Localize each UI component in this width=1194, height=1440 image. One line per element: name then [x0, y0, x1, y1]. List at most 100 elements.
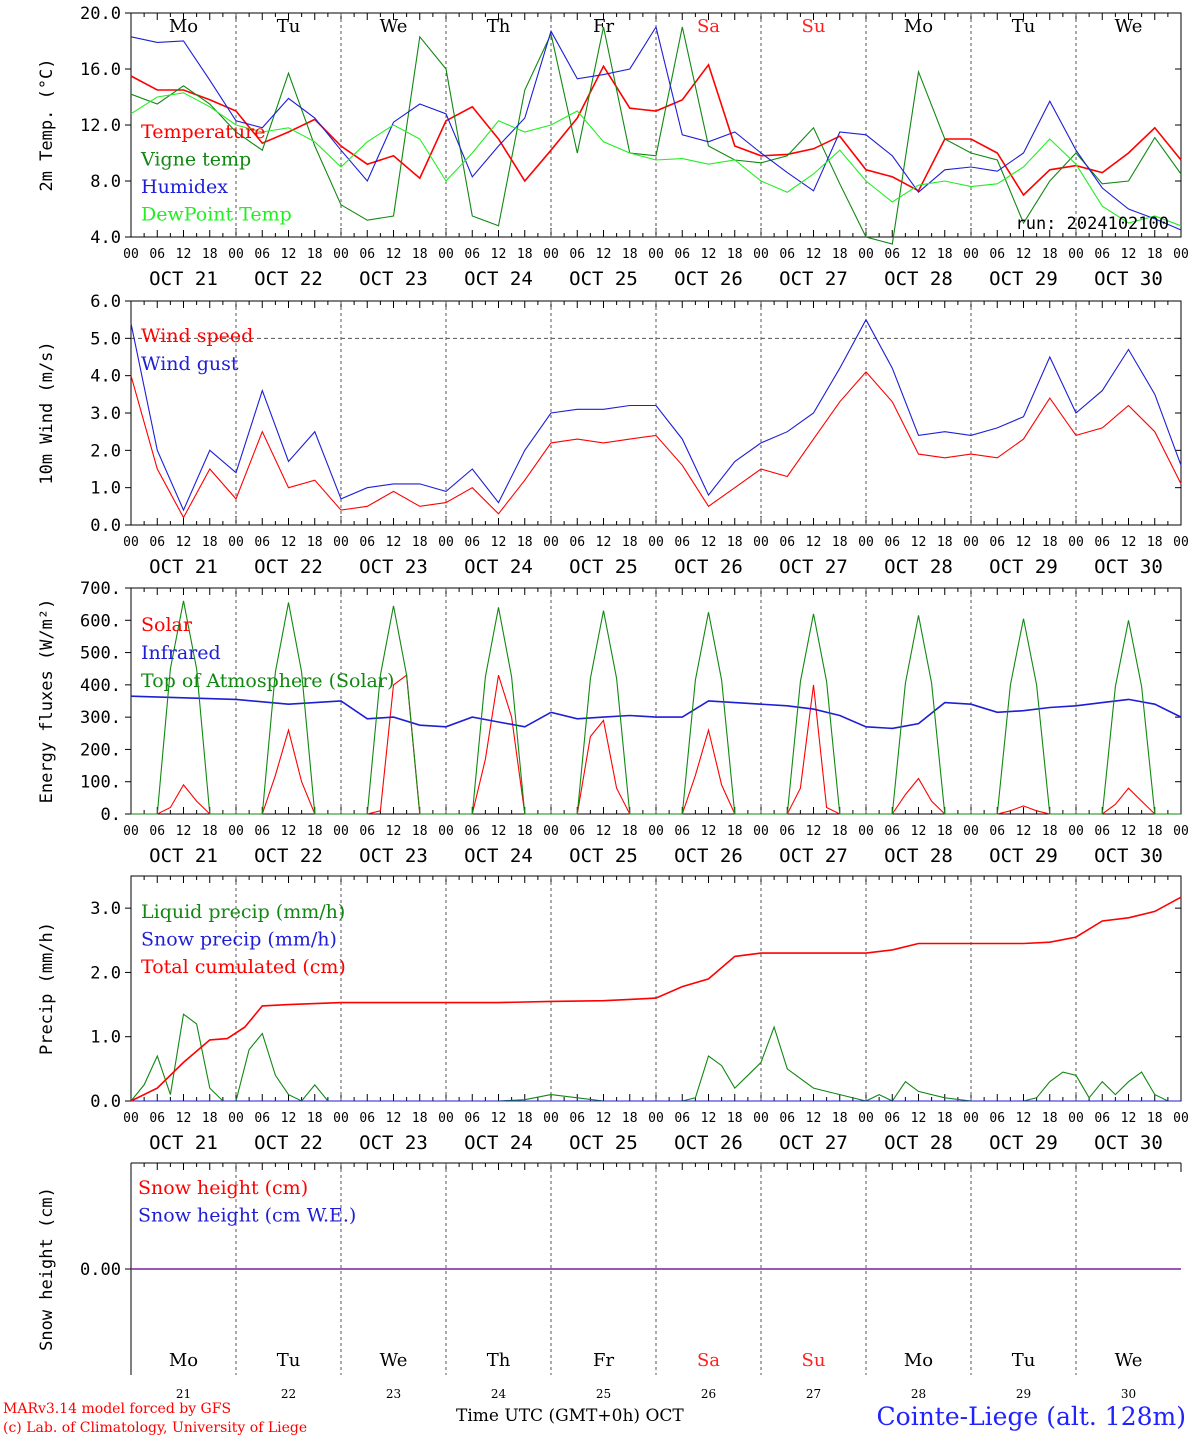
y-tick-label: 600.	[80, 611, 121, 631]
hour-tick-label: 06	[1094, 1111, 1110, 1126]
hour-tick-label: 06	[569, 1111, 585, 1126]
weekday-label: Su	[802, 1350, 826, 1371]
legend-vigne-temp: Vigne temp	[140, 149, 251, 171]
hour-tick-label: 00	[753, 1111, 769, 1126]
hour-tick-label: 18	[1147, 824, 1163, 839]
hour-tick-label: 00	[963, 1111, 979, 1126]
hour-tick-label: 18	[622, 247, 638, 262]
hour-tick-label: 00	[543, 1111, 559, 1126]
hour-tick-label: 00	[1068, 247, 1084, 262]
hour-tick-label: 00	[648, 247, 664, 262]
hour-tick-label: 00	[858, 247, 874, 262]
hour-tick-label: 12	[701, 247, 717, 262]
hour-tick-label: 12	[491, 824, 507, 839]
hour-tick-label: 18	[307, 535, 323, 550]
hour-tick-label: 12	[281, 535, 297, 550]
hour-tick-label: 12	[701, 1111, 717, 1126]
day-label: OCT 29	[989, 1132, 1058, 1154]
legend-humidex: Humidex	[141, 176, 228, 198]
hour-tick-label: 00	[963, 824, 979, 839]
y-tick-label: 100.	[80, 773, 121, 793]
day-label: OCT 28	[884, 1132, 953, 1154]
hour-tick-label: 12	[596, 1111, 612, 1126]
hour-tick-label: 12	[806, 535, 822, 550]
hour-tick-label: 06	[359, 535, 375, 550]
hour-tick-label: 06	[464, 535, 480, 550]
hour-tick-label: 00	[228, 824, 244, 839]
hour-tick-label: 06	[569, 247, 585, 262]
series-line-liquid-precip-mm-h-	[130, 1013, 1181, 1102]
hour-tick-label: 06	[989, 824, 1005, 839]
hour-tick-label: 12	[911, 1111, 927, 1126]
weekday-label: Sa	[697, 16, 720, 37]
day-label: OCT 25	[569, 845, 638, 867]
hour-tick-label: 06	[464, 1111, 480, 1126]
y-tick-label: 16.0	[80, 60, 121, 80]
hour-tick-label: 18	[832, 824, 848, 839]
hour-tick-label: 00	[438, 824, 454, 839]
hour-tick-label: 06	[674, 824, 690, 839]
day-number-label: 22	[281, 1387, 296, 1401]
hour-tick-label: 18	[727, 824, 743, 839]
hour-tick-label: 00	[963, 535, 979, 550]
hour-tick-label: 12	[1016, 824, 1032, 839]
day-label: OCT 25	[569, 556, 638, 578]
hour-tick-label: 06	[779, 824, 795, 839]
hour-tick-label: 00	[333, 1111, 349, 1126]
day-label: OCT 26	[674, 845, 743, 867]
lab-credit: (c) Lab. of Climatology, University of L…	[3, 1420, 308, 1436]
y-tick-label: 6.0	[90, 292, 121, 312]
y-tick-label: 20.0	[80, 4, 121, 24]
weekday-label: Th	[487, 1350, 511, 1371]
hour-tick-label: 06	[989, 1111, 1005, 1126]
hour-tick-label: 18	[412, 824, 428, 839]
day-label: OCT 27	[779, 845, 848, 867]
hour-tick-label: 00	[963, 247, 979, 262]
hour-tick-label: 12	[911, 824, 927, 839]
hour-tick-label: 00	[858, 1111, 874, 1126]
day-label: OCT 30	[1094, 556, 1163, 578]
weekday-label: Tu	[277, 1350, 301, 1371]
day-label: OCT 27	[779, 556, 848, 578]
hour-tick-label: 18	[1042, 1111, 1058, 1126]
hour-tick-label: 06	[149, 535, 165, 550]
y-tick-label: 400.	[80, 676, 121, 696]
hour-tick-label: 12	[596, 247, 612, 262]
day-label: OCT 28	[884, 268, 953, 290]
day-number-label: 28	[911, 1387, 926, 1401]
hour-tick-label: 12	[386, 247, 402, 262]
y-tick-label: 3.0	[90, 404, 121, 424]
hour-tick-label: 18	[937, 247, 953, 262]
day-label: OCT 22	[254, 268, 323, 290]
hour-tick-label: 12	[1121, 247, 1137, 262]
y-tick-label: 2.0	[90, 963, 121, 983]
hour-tick-label: 00	[333, 535, 349, 550]
weekday-label: We	[380, 16, 408, 37]
hour-tick-label: 18	[1147, 535, 1163, 550]
hour-tick-label: 18	[517, 824, 533, 839]
y-tick-label: 0.	[101, 805, 121, 825]
day-label: OCT 23	[359, 845, 428, 867]
series-line-temperature	[130, 63, 1182, 197]
hour-tick-label: 06	[1094, 824, 1110, 839]
legend-wind-speed: Wind speed	[141, 325, 253, 347]
hour-tick-label: 12	[176, 247, 192, 262]
hour-tick-label: 12	[281, 247, 297, 262]
y-tick-label: 300.	[80, 708, 121, 728]
day-label: OCT 24	[464, 556, 533, 578]
hour-tick-label: 06	[884, 824, 900, 839]
weekday-label: Fr	[593, 16, 614, 37]
hour-tick-label: 06	[674, 247, 690, 262]
hour-tick-label: 06	[359, 1111, 375, 1126]
day-label: OCT 29	[989, 845, 1058, 867]
hour-tick-label: 00	[1068, 535, 1084, 550]
time-axis-label: Time UTC (GMT+0h) OCT	[456, 1406, 684, 1426]
hour-tick-label: 18	[937, 824, 953, 839]
hour-tick-label: 00	[753, 535, 769, 550]
hour-tick-label: 06	[674, 535, 690, 550]
hour-tick-label: 00	[438, 535, 454, 550]
y-tick-label: 5.0	[90, 329, 121, 349]
y-tick-label: 4.0	[90, 367, 121, 387]
day-label: OCT 27	[779, 268, 848, 290]
